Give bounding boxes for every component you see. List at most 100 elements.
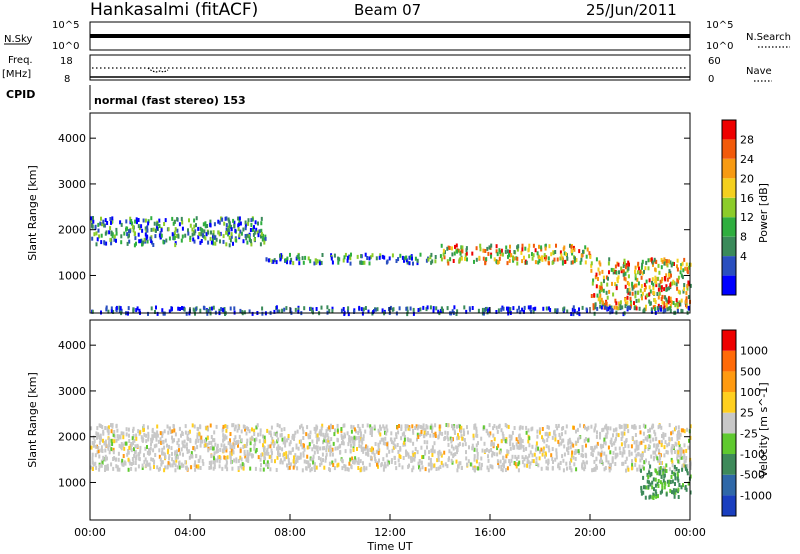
data-cell [401,465,404,470]
data-cell [316,433,319,438]
data-cell [105,464,108,469]
data-cell [217,230,220,235]
data-cell [647,447,650,451]
data-cell [499,252,502,257]
data-cell [159,466,161,471]
data-cell [230,448,233,453]
data-cell [689,462,692,467]
data-cell [374,442,377,446]
data-cell [212,305,215,310]
data-cell [390,460,393,464]
data-cell [395,435,398,439]
data-cell [684,458,687,463]
data-cell [677,441,680,445]
data-cell [116,465,119,470]
data-cell [641,456,644,461]
data-cell [546,438,549,443]
data-cell [468,445,470,450]
data-cell [91,456,94,461]
data-cell [133,438,136,443]
data-cell [416,437,418,442]
data-cell [677,450,680,455]
data-cell [247,427,250,432]
data-cell [323,438,326,443]
data-cell [167,227,170,232]
data-cell [531,459,534,463]
data-cell [662,435,665,440]
data-cell [401,255,404,260]
data-cell [442,252,445,257]
data-cell [228,219,231,224]
data-cell [652,450,655,455]
data-cell [108,437,111,442]
data-cell [100,216,102,221]
data-cell [455,445,458,450]
data-cell [344,464,347,469]
data-cell [244,226,247,231]
nave-label: Nave [746,66,772,77]
data-cell [134,444,137,449]
data-cell [425,424,428,429]
data-cell [95,431,98,436]
data-cell [450,458,453,463]
x-tick-label: 08:00 [274,526,306,539]
data-cell [182,443,185,448]
data-cell [408,427,411,432]
data-cell [481,448,484,453]
data-cell [416,432,419,437]
data-cell [635,299,638,303]
data-cell [239,463,242,468]
data-cell [204,439,206,444]
data-cell [663,485,666,490]
data-cell [301,468,304,473]
data-cell [341,458,343,463]
data-cell [394,460,397,465]
data-cell [309,430,312,435]
data-cell [654,477,657,482]
data-cell [161,447,164,452]
data-cell [320,305,323,310]
data-cell [612,428,615,433]
data-cell [510,253,513,258]
data-cell [652,437,655,442]
data-cell [235,459,238,464]
data-cell [137,232,140,237]
data-cell [678,300,681,305]
data-cell [199,424,202,429]
data-cell [229,450,232,455]
data-cell [517,439,520,444]
data-cell [244,220,247,225]
data-cell [210,446,213,450]
data-cell [635,283,638,288]
data-cell [366,445,369,450]
data-cell [173,219,176,224]
data-cell [249,447,252,452]
data-cell [599,293,602,298]
data-cell [272,259,275,264]
data-cell [473,425,476,430]
data-cell [680,273,683,278]
data-cell [96,426,99,431]
data-cell [204,236,207,241]
data-cell [495,249,498,254]
data-cell [480,456,483,461]
data-cell [295,460,297,465]
data-cell [523,463,526,468]
data-cell [386,445,389,450]
data-cell [174,227,177,232]
data-cell [513,256,516,261]
data-cell [232,423,235,428]
data-cell [516,245,519,250]
data-cell [328,440,331,445]
data-cell [650,309,653,314]
data-cell [612,268,615,272]
data-cell [215,237,218,242]
data-cell [687,280,690,285]
data-cell [425,258,428,263]
data-cell [257,221,259,226]
data-cell [239,308,242,313]
data-cell [438,431,441,436]
data-cell [496,446,499,451]
data-cell [392,445,395,450]
data-cell [190,465,193,470]
